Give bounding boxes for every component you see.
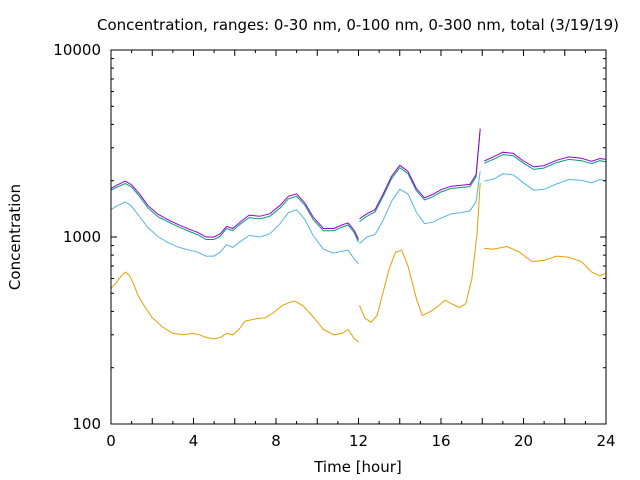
x-tick-label: 8: [271, 432, 281, 450]
x-tick-label: 0: [106, 432, 116, 450]
y-tick-label: 10000: [53, 41, 101, 59]
x-tick-label: 16: [431, 432, 450, 450]
axis-tick-labels: 0 4 8 12 16 20 24 100 1000 10000: [53, 41, 615, 450]
series-4-segment-3: [484, 151, 607, 168]
series-2-segment-3: [484, 173, 607, 191]
x-tick-label: 4: [189, 432, 199, 450]
y-axis-label: Concentration: [6, 184, 24, 290]
axis-ticks: [111, 50, 606, 424]
series-3-segment-3: [484, 154, 607, 170]
x-tick-label: 24: [596, 432, 615, 450]
y-tick-label: 1000: [63, 228, 101, 246]
series-1-segment-2: [359, 182, 481, 323]
x-tick-label: 12: [349, 432, 368, 450]
plot-frame: [110, 49, 607, 425]
y-tick-label: 100: [72, 415, 101, 433]
series-1-segment-3: [484, 245, 607, 277]
series-4-segment-1: [110, 180, 359, 240]
x-tick-label: 20: [514, 432, 533, 450]
series-2-segment-2: [359, 171, 481, 245]
x-axis-label: Time [hour]: [313, 458, 402, 476]
series-3-segment-2: [359, 129, 481, 222]
series-2-segment-1: [110, 201, 359, 265]
series-1-segment-1: [110, 271, 359, 343]
chart-title: Concentration, ranges: 0-30 nm, 0-100 nm…: [97, 16, 619, 34]
series-4-segment-2: [359, 128, 481, 220]
series-3-segment-1: [110, 183, 359, 243]
plot-lines: [110, 128, 607, 343]
